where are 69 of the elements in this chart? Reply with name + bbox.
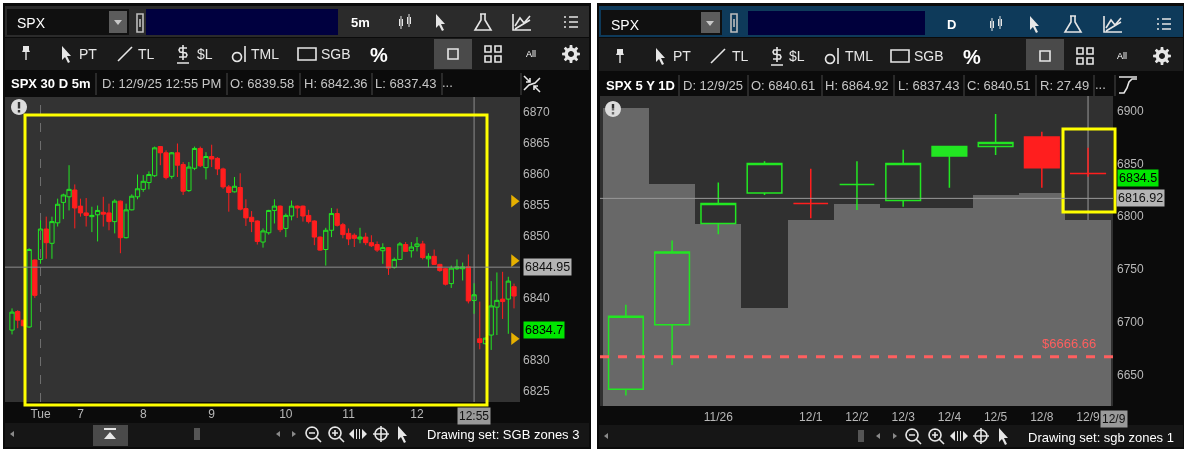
text: SGB — [321, 46, 351, 62]
text: % — [370, 44, 388, 66]
text: Drawing set: sgb zones 1 — [1028, 430, 1174, 445]
x-tick-label: 7 — [77, 407, 85, 421]
text: D: 12/9/25 12:55 PM — [102, 76, 222, 91]
y-tick-label: 6850 — [523, 229, 551, 244]
text: D: 12/9/25 — [683, 78, 743, 93]
text: All — [526, 49, 537, 59]
y-tick-label: 6855 — [523, 198, 551, 213]
text: $L — [789, 48, 805, 64]
y-tick-label: 6900 — [1117, 103, 1145, 118]
x-tick-label: Tue — [30, 407, 51, 421]
text: % — [963, 46, 981, 68]
chart-title: SPX 30 D 5m — [11, 76, 91, 91]
text: $L — [197, 46, 213, 62]
y-tick-label: 6650 — [1117, 367, 1145, 382]
y-tick-label: 6825 — [523, 384, 551, 399]
y-tick-label: 6700 — [1117, 314, 1145, 329]
text: TML — [251, 46, 280, 62]
text: 5m — [351, 15, 370, 30]
x-tick-label: 12/5 — [983, 410, 1008, 424]
x-tick-label: 12:55 — [459, 409, 490, 423]
y-tick-label: 6750 — [1117, 262, 1145, 277]
ref-line-label: 6844.95 — [525, 260, 571, 274]
chart-title: SPX 5 Y 1D — [606, 78, 675, 93]
ref-line-label: 6816.92 — [1118, 191, 1164, 205]
x-tick-label: 12/4 — [937, 410, 962, 424]
y-tick-label: 6860 — [523, 167, 551, 182]
x-tick-label: 11 — [342, 407, 356, 421]
x-tick-label: 12/1 — [799, 410, 823, 424]
x-tick-label: 11/26 — [703, 410, 734, 424]
text: 6834.5 — [1119, 171, 1158, 185]
text: H: 6842.36 — [304, 76, 368, 91]
text: ... — [442, 75, 453, 90]
x-tick-label: 10 — [279, 407, 293, 421]
text: Drawing set: SGB zones 3 — [427, 427, 580, 442]
text: PT — [79, 46, 98, 62]
text: TL — [732, 48, 749, 64]
x-tick-label: 12/2 — [845, 410, 869, 424]
ref-line-label: $6666.66 — [1042, 336, 1097, 351]
text: SPX — [17, 15, 46, 31]
x-tick-label: 12/8 — [1030, 410, 1054, 424]
text: R: 27.49 — [1040, 78, 1090, 93]
x-tick-label: 12/9 — [1076, 410, 1101, 424]
text: C: 6840.51 — [967, 78, 1031, 93]
y-tick-label: 6865 — [523, 136, 551, 151]
text: PT — [673, 48, 692, 64]
y-tick-label: 6830 — [523, 353, 551, 368]
text: O: 6839.58 — [230, 76, 295, 91]
text: TL — [138, 46, 155, 62]
x-tick-label: 9 — [208, 407, 216, 421]
x-tick-label: 12/3 — [891, 410, 916, 424]
text: L: 6837.43 — [898, 78, 960, 93]
text: H: 6864.92 — [825, 78, 889, 93]
text: L: 6837.43 — [375, 76, 437, 91]
y-tick-label: 6850 — [1117, 156, 1145, 171]
text: 6834.7 — [525, 323, 564, 337]
text: SGB — [914, 48, 944, 64]
y-tick-label: 6800 — [1117, 209, 1145, 224]
text: All — [1117, 51, 1128, 61]
x-tick-label: 8 — [139, 407, 147, 421]
text: D — [947, 17, 957, 32]
x-tick-label: 12 — [410, 407, 425, 421]
text: SPX — [611, 17, 640, 33]
text: ... — [1095, 77, 1106, 92]
y-tick-label: 6840 — [523, 291, 551, 306]
text: TML — [845, 48, 874, 64]
y-tick-label: 6870 — [523, 105, 551, 120]
text: O: 6840.61 — [751, 78, 816, 93]
